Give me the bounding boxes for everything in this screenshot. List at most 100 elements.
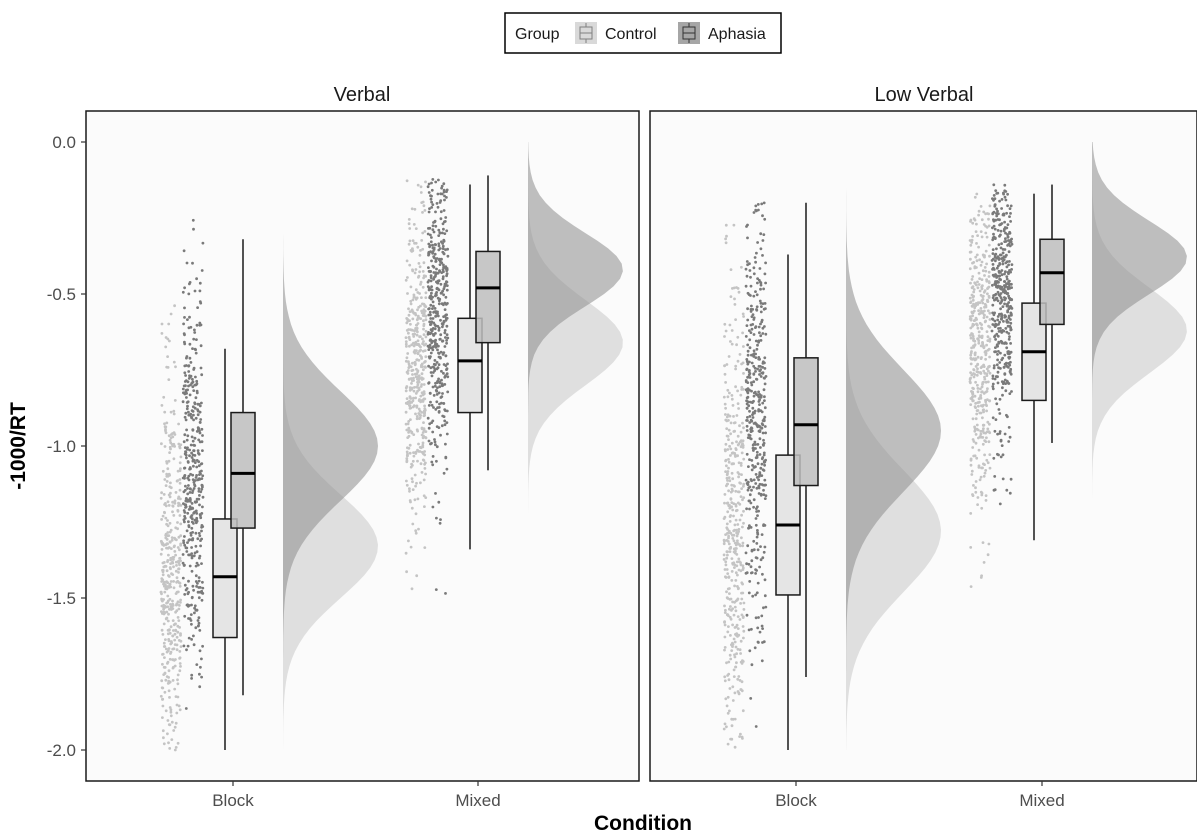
rain-point [969, 397, 973, 400]
rain-point [752, 372, 756, 376]
rain-point [173, 725, 177, 729]
rain-point [744, 478, 748, 482]
rain-point [414, 392, 418, 395]
rain-point [200, 487, 204, 491]
rain-point [410, 308, 414, 312]
rain-point [757, 208, 760, 212]
rain-point [418, 292, 421, 295]
rain-point [995, 285, 998, 289]
rain-point [185, 546, 189, 550]
rain-point [435, 425, 439, 428]
rain-point [994, 189, 998, 193]
rain-point [162, 395, 166, 399]
rain-point [975, 423, 979, 427]
rain-point [189, 467, 192, 471]
rain-point [736, 627, 740, 630]
rain-point [186, 541, 189, 544]
rain-point [722, 727, 726, 731]
rain-point [407, 446, 411, 450]
rain-point [974, 480, 978, 483]
rain-point [198, 629, 202, 632]
rain-point [751, 323, 755, 326]
rain-point [996, 255, 1000, 259]
rain-point [764, 494, 768, 498]
rain-point [163, 604, 167, 608]
rain-point [741, 566, 745, 570]
rain-point [411, 249, 415, 253]
rain-point [1005, 304, 1009, 308]
rain-point [757, 484, 761, 488]
rain-point [763, 415, 767, 419]
rain-point [761, 239, 765, 242]
rain-point [755, 293, 759, 297]
rain-point [429, 240, 433, 244]
rain-point [164, 516, 168, 520]
rain-point [756, 548, 760, 552]
rain-point [969, 326, 973, 330]
rain-point [174, 569, 178, 573]
rain-point [187, 617, 190, 620]
rain-point [197, 531, 201, 535]
rain-point [998, 432, 1002, 435]
rain-point [191, 489, 195, 492]
rain-point [187, 384, 190, 388]
rain-point [438, 521, 442, 525]
rain-point [729, 295, 733, 298]
rain-point [420, 450, 424, 454]
rain-point [985, 374, 989, 377]
rain-point [188, 553, 192, 557]
rain-point [431, 455, 435, 458]
rain-point [979, 230, 983, 234]
rain-point [167, 504, 171, 507]
rain-point [445, 341, 448, 345]
rain-point [723, 604, 726, 608]
rain-point [762, 451, 766, 455]
rain-point [196, 306, 200, 309]
boxplot-verbal-block-control [212, 348, 238, 750]
rain-point [762, 453, 766, 457]
rain-point [974, 417, 978, 421]
rain-point [740, 591, 743, 595]
rain-point [981, 269, 985, 273]
rain-point [986, 553, 990, 557]
rain-point [438, 338, 442, 341]
rain-point [185, 499, 189, 503]
rain-point [1007, 242, 1011, 246]
rain-point [1003, 302, 1006, 306]
rain-point [166, 605, 170, 609]
rain-point [1006, 233, 1009, 236]
rain-point [433, 438, 436, 441]
rain-point [167, 679, 171, 683]
rain-point [986, 286, 990, 290]
rain-points-low-verbal-mixed-control [968, 192, 992, 588]
rain-point [986, 420, 990, 424]
rain-point [429, 331, 433, 335]
rain-point [995, 207, 998, 211]
rain-point [985, 278, 988, 282]
rain-point [756, 531, 759, 535]
rain-point [746, 395, 750, 399]
rain-point [991, 296, 995, 300]
rain-point [441, 231, 444, 235]
rain-point [730, 471, 734, 475]
rain-point [423, 467, 427, 470]
rain-point [752, 266, 756, 270]
rain-point [437, 242, 441, 246]
rain-point [750, 361, 754, 365]
rain-point [992, 456, 996, 460]
rain-point [184, 418, 188, 422]
rain-point [187, 484, 190, 487]
rain-point [747, 486, 751, 490]
rain-point [161, 716, 164, 719]
rain-point [984, 499, 988, 502]
rain-point [738, 735, 741, 738]
rain-point [183, 474, 186, 478]
rain-point [988, 204, 992, 208]
rain-point [726, 479, 729, 482]
rain-point [408, 396, 412, 399]
rain-point [755, 535, 759, 539]
rain-point [736, 389, 739, 393]
rain-point [993, 298, 996, 302]
rain-point [190, 677, 194, 680]
rain-point [192, 337, 196, 341]
